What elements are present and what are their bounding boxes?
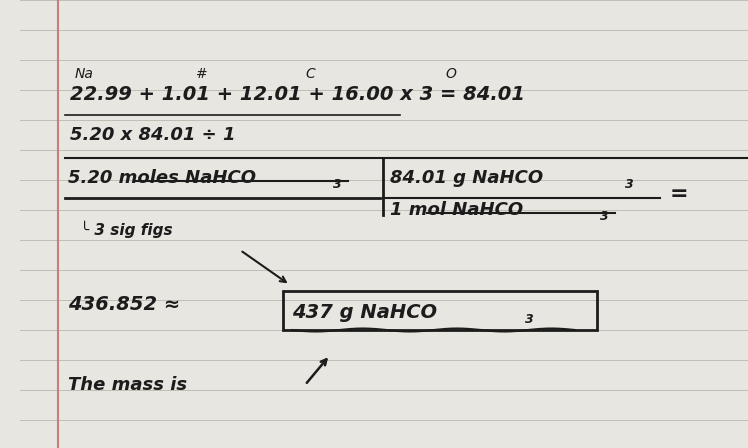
Text: ╰ 3 sig figs: ╰ 3 sig figs (80, 221, 173, 238)
Text: 84.01 g NaHCO: 84.01 g NaHCO (390, 169, 543, 187)
Text: O: O (445, 67, 456, 81)
Text: C: C (305, 67, 315, 81)
Text: Na: Na (75, 67, 94, 81)
Text: #: # (195, 67, 206, 81)
Text: 1 mol NaHCO: 1 mol NaHCO (390, 201, 523, 219)
Text: 437 g NaHCO: 437 g NaHCO (292, 303, 437, 322)
Text: 3: 3 (600, 210, 609, 223)
Text: 436.852 ≈: 436.852 ≈ (68, 295, 180, 314)
Text: 22.99 + 1.01 + 12.01 + 16.00 x 3 = 84.01: 22.99 + 1.01 + 12.01 + 16.00 x 3 = 84.01 (70, 85, 525, 104)
Text: 3: 3 (625, 178, 634, 191)
Text: 5.20 moles NaHCO: 5.20 moles NaHCO (68, 169, 256, 187)
Text: 5.20 x 84.01 ÷ 1: 5.20 x 84.01 ÷ 1 (70, 126, 236, 144)
Text: 3: 3 (333, 178, 342, 191)
Text: =: = (670, 184, 689, 204)
Text: The mass is: The mass is (68, 376, 187, 394)
Text: 3: 3 (525, 313, 534, 326)
